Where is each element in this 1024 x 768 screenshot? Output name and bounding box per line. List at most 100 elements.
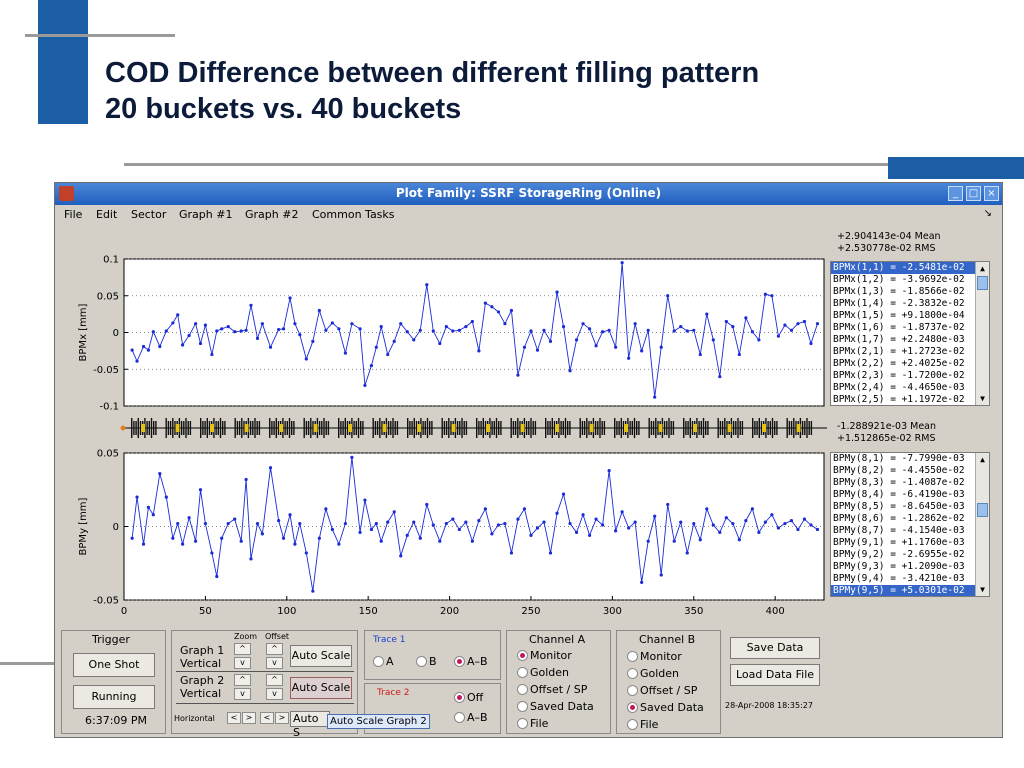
horizontal-offset-right[interactable]: > [275,712,289,724]
one-shot-button[interactable]: One Shot [73,653,155,677]
scroll-up-icon[interactable]: ▲ [980,455,985,464]
channel-a-radio-offset[interactable] [517,684,528,695]
magnet [586,418,588,438]
bpmy-list-item[interactable]: BPMy(9,2) = -2.6955e-02 [833,549,965,560]
trace1-radio-a-minus-b[interactable] [454,656,465,667]
magnet [528,421,530,435]
minimize-icon[interactable]: _ [948,186,963,201]
bpmx-list-item[interactable]: BPMx(1,6) = -1.8737e-02 [833,322,965,333]
trace2-radio-a-minus-b[interactable] [454,712,465,723]
bpmx-list-item[interactable]: BPMx(2,1) = +1.2723e-02 [833,346,965,357]
data-point [358,530,362,534]
menu-sector[interactable]: Sector [131,208,167,221]
graph2-zoom-up[interactable]: ^ [234,674,251,686]
magnet [810,421,813,435]
bpmy-list-item[interactable]: BPMy(8,3) = -1.4087e-02 [833,477,965,488]
bpmy-list-item[interactable]: BPMy(8,4) = -6.4190e-03 [833,489,965,500]
save-data-button[interactable]: Save Data [730,637,820,659]
trace1-label-a-minus-b: A–B [467,655,488,668]
y-tick-label: 0 [113,328,119,339]
trace1-radio-b[interactable] [416,656,427,667]
close-icon[interactable]: × [984,186,999,201]
trace2-radio-off[interactable] [454,692,465,703]
maximize-icon[interactable]: □ [966,186,981,201]
scroll-down-icon[interactable]: ▼ [980,585,985,594]
bpmx-list-item[interactable]: BPMx(2,2) = +2.4025e-02 [833,358,965,369]
graph2-vertical-label: Vertical [180,687,222,700]
bpmx-list-item[interactable]: BPMx(2,4) = -4.4650e-03 [833,382,965,393]
graph1-offset-down[interactable]: v [266,657,283,669]
horizontal-offset-left[interactable]: < [260,712,274,724]
menu-graph2[interactable]: Graph #2 [245,208,299,221]
horizontal-zoom-left[interactable]: < [227,712,241,724]
data-point [581,322,585,326]
channel-b-radio-monitor[interactable] [627,651,638,662]
data-point [653,514,657,518]
bpmy-list-item[interactable]: BPMy(8,2) = -4.4550e-02 [833,465,965,476]
magnet [648,418,650,438]
channel-a-radio-golden[interactable] [517,667,528,678]
scroll-down-icon[interactable]: ▼ [980,394,985,403]
x-tick-label: 250 [521,606,540,617]
channel-a-radio-file[interactable] [517,718,528,729]
channel-b-radio-golden[interactable] [627,668,638,679]
magnet [131,418,133,438]
channel-b-radio-file[interactable] [627,719,638,730]
bpmx-list-item[interactable]: BPMx(1,1) = -2.5481e-02 [831,262,989,274]
magnet [567,421,569,435]
auto-scale-horizontal-button[interactable]: Auto S [290,711,330,739]
scroll-thumb[interactable] [977,276,988,290]
menu-file[interactable]: File [64,208,83,221]
scroll-up-icon[interactable]: ▲ [980,264,985,273]
load-data-file-button[interactable]: Load Data File [730,664,820,686]
bpmy-list-item[interactable]: BPMy(8,5) = -8.6450e-03 [833,501,965,512]
bpmx-listbox[interactable]: BPMx(1,1) = -2.5481e-02 BPMx(1,2) = -3.96… [830,261,990,406]
bpmy-list-item[interactable]: BPMy(8,1) = -7.7990e-03 [833,453,965,464]
bpmx-list-item[interactable]: BPMx(1,4) = -2.3832e-02 [833,298,965,309]
magnet [786,418,788,438]
data-point [750,330,754,334]
bpmy-list-item[interactable]: BPMy(8,6) = -1.2862e-02 [833,513,965,524]
menu-graph1[interactable]: Graph #1 [179,208,233,221]
bpmy-list-item[interactable]: BPMy(9,5) = +5.0301e-02 [831,585,989,596]
trace1-radio-a[interactable] [373,656,384,667]
scroll-thumb[interactable] [977,503,988,517]
bpmy-list-item[interactable]: BPMy(9,4) = -3.4210e-03 [833,573,965,584]
bpmx-list-item[interactable]: BPMx(1,7) = +2.2480e-03 [833,334,965,345]
data-point [277,519,281,523]
graph1-zoom-down[interactable]: v [234,657,251,669]
bpmx-list-item[interactable]: BPMx(1,5) = +9.1800e-04 [833,310,965,321]
bpmx-list-item[interactable]: BPMx(1,2) = -3.9692e-02 [833,274,965,285]
graph2-zoom-down[interactable]: v [234,688,251,700]
channel-a-radio-saved[interactable] [517,701,528,712]
bpmx-list-scrollbar[interactable]: ▲ ▼ [975,262,989,405]
auto-scale-graph2-button[interactable]: Auto Scale [290,677,352,699]
window-titlebar[interactable]: Plot Family: SSRF StorageRing (Online) _… [55,183,1002,205]
graph2-offset-up[interactable]: ^ [266,674,283,686]
channel-b-radio-saved[interactable] [627,702,638,713]
graph1-zoom-up[interactable]: ^ [234,643,251,655]
bpmx-list-item[interactable]: BPMx(2,3) = -1.7200e-02 [833,370,965,381]
bpmy-list-item[interactable]: BPMy(9,3) = +1.2090e-03 [833,561,965,572]
data-point [146,348,151,352]
channel-b-panel: Channel B Monitor Golden Offset / SP Sav… [616,630,721,734]
dock-icon[interactable]: ↘ [983,208,992,219]
channel-a-radio-monitor[interactable] [517,650,528,661]
menu-common-tasks[interactable]: Common Tasks [312,208,395,221]
bpmy-list-item[interactable]: BPMy(9,1) = +1.1760e-03 [833,537,965,548]
magnet [448,418,450,438]
graph1-offset-up[interactable]: ^ [266,643,283,655]
channel-b-radio-offset[interactable] [627,685,638,696]
graph2-offset-down[interactable]: v [266,688,283,700]
bpmy-list-item[interactable]: BPMy(8,7) = -4.1540e-03 [833,525,965,536]
running-button[interactable]: Running [73,685,155,709]
bpmy-list-scrollbar[interactable]: ▲ ▼ [975,453,989,596]
bpmx-list-item[interactable]: BPMx(1,3) = -1.8566e-02 [833,286,965,297]
bpmy-listbox[interactable]: BPMy(8,1) = -7.7990e-03 BPMy(8,2) = -4.45… [830,452,990,597]
bpmx-list-item[interactable]: BPMx(2,5) = +1.1972e-02 [833,394,965,405]
horizontal-zoom-right[interactable]: > [242,712,256,724]
menu-edit[interactable]: Edit [96,208,118,221]
magnet [153,421,155,435]
auto-scale-graph1-button[interactable]: Auto Scale [290,645,352,667]
data-point [363,498,367,502]
